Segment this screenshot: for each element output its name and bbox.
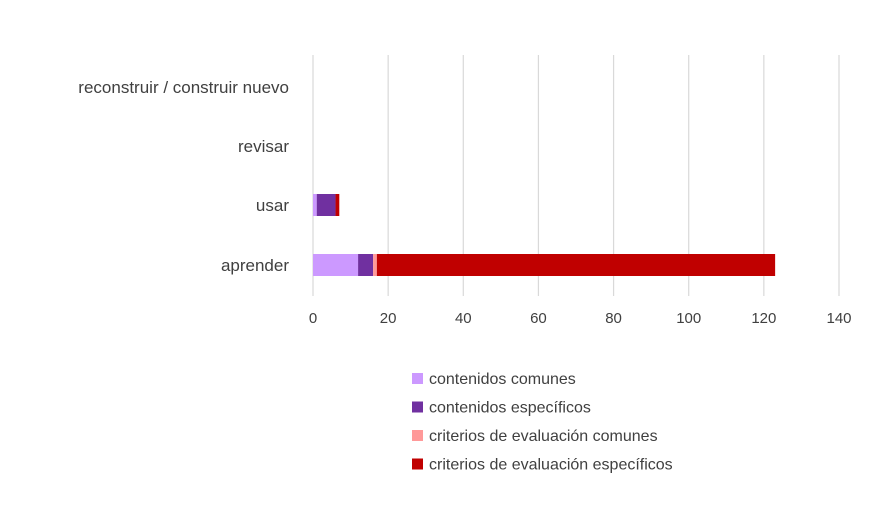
- x-tick-100: 100: [676, 310, 701, 327]
- bars: [313, 194, 776, 276]
- category-labels: aprender usar revisar reconstruir / constru…: [78, 78, 289, 275]
- bar-0-series-3: [376, 254, 776, 276]
- category-label-0: aprender: [221, 256, 289, 275]
- legend-swatch-3: [412, 458, 423, 470]
- x-tick-0: 0: [309, 310, 317, 327]
- legend-label-1: contenidos específicos: [429, 400, 591, 417]
- bar-1-series-1: [316, 194, 336, 216]
- bar-0-series-0: [313, 254, 359, 276]
- legend: contenidos comunes contenidos específicos…: [412, 371, 673, 474]
- x-tick-140: 140: [826, 310, 851, 327]
- x-tick-labels: 0 20 40 60 80 100 120 140: [309, 310, 852, 327]
- x-tick-40: 40: [455, 310, 472, 327]
- x-tick-120: 120: [751, 310, 776, 327]
- x-tick-60: 60: [530, 310, 547, 327]
- x-tick-80: 80: [605, 310, 622, 327]
- bar-1-series-3: [335, 194, 340, 216]
- category-label-2: revisar: [238, 137, 289, 156]
- bar-1-series-0: [313, 194, 317, 216]
- x-tick-20: 20: [380, 310, 397, 327]
- gridlines: [312, 55, 840, 296]
- bar-0-series-2: [373, 254, 377, 276]
- legend-swatch-2: [412, 430, 423, 441]
- legend-label-2: criterios de evaluación comunes: [429, 428, 658, 445]
- bar-0-series-1: [358, 254, 374, 276]
- category-label-1: usar: [256, 196, 289, 215]
- legend-label-3: criterios de evaluación específicos: [429, 457, 673, 474]
- legend-swatch-0: [412, 373, 423, 384]
- legend-label-0: contenidos comunes: [429, 371, 576, 388]
- category-label-3: reconstruir / construir nuevo: [78, 78, 289, 97]
- legend-swatch-1: [412, 401, 423, 413]
